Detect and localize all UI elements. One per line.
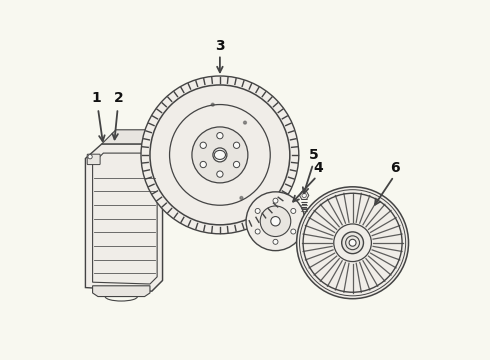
Text: 6: 6 (390, 161, 400, 175)
Circle shape (273, 198, 278, 203)
Circle shape (255, 229, 260, 234)
Text: 5: 5 (309, 148, 319, 162)
Circle shape (255, 208, 260, 213)
Circle shape (141, 76, 299, 234)
Circle shape (211, 103, 214, 106)
Circle shape (213, 148, 227, 162)
Text: 1: 1 (91, 91, 101, 105)
Circle shape (200, 142, 206, 148)
Text: 2: 2 (114, 91, 123, 105)
Circle shape (349, 239, 356, 246)
Circle shape (246, 192, 305, 251)
Circle shape (302, 193, 306, 198)
Circle shape (217, 132, 223, 139)
Circle shape (303, 193, 402, 292)
Ellipse shape (214, 150, 225, 159)
Circle shape (334, 224, 371, 262)
Circle shape (345, 236, 360, 250)
Polygon shape (93, 286, 150, 297)
Circle shape (240, 197, 243, 199)
Circle shape (200, 161, 206, 168)
Text: 4: 4 (314, 161, 323, 175)
FancyBboxPatch shape (87, 154, 100, 165)
Polygon shape (152, 144, 163, 291)
Circle shape (192, 127, 248, 183)
Circle shape (342, 232, 364, 254)
Circle shape (150, 85, 290, 225)
Circle shape (260, 206, 291, 237)
Circle shape (88, 154, 92, 159)
Circle shape (271, 216, 280, 226)
Circle shape (217, 171, 223, 177)
Circle shape (233, 142, 240, 148)
Circle shape (296, 187, 409, 299)
Circle shape (233, 161, 240, 168)
Text: 3: 3 (215, 39, 225, 53)
Circle shape (299, 190, 406, 296)
Circle shape (291, 208, 296, 213)
Circle shape (170, 104, 270, 205)
Circle shape (273, 239, 278, 244)
Circle shape (291, 229, 296, 234)
Circle shape (244, 121, 246, 124)
Polygon shape (85, 144, 163, 291)
Polygon shape (101, 130, 163, 155)
